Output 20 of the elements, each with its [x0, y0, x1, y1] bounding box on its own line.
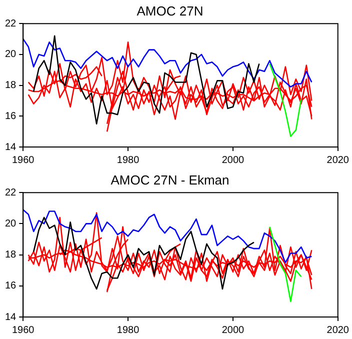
- y-tick-label: 22: [5, 187, 17, 198]
- x-tick-label: 1960: [12, 324, 35, 336]
- x-tick-label: 1980: [116, 324, 140, 336]
- y-tick-label: 18: [5, 80, 17, 92]
- x-tick-label: 2000: [222, 154, 245, 166]
- y-tick-label: 20: [5, 218, 17, 230]
- x-tick-label: 1980: [116, 154, 140, 166]
- x-tick-label: 2000: [222, 324, 245, 336]
- x-tick-label: 1960: [12, 154, 35, 166]
- x-tick-label: 2020: [326, 154, 350, 166]
- chart-title: AMOC 27N - Ekman: [110, 172, 230, 188]
- y-tick-label: 22: [5, 18, 17, 30]
- y-tick-label: 20: [5, 49, 17, 60]
- y-tick-label: 16: [5, 280, 17, 292]
- y-tick-label: 18: [5, 250, 17, 261]
- y-tick-label: 14: [5, 142, 17, 153]
- y-tick-label: 16: [5, 110, 17, 122]
- y-tick-label: 14: [5, 312, 17, 323]
- chart-title: AMOC 27N: [136, 3, 204, 18]
- x-tick-label: 2020: [326, 324, 350, 336]
